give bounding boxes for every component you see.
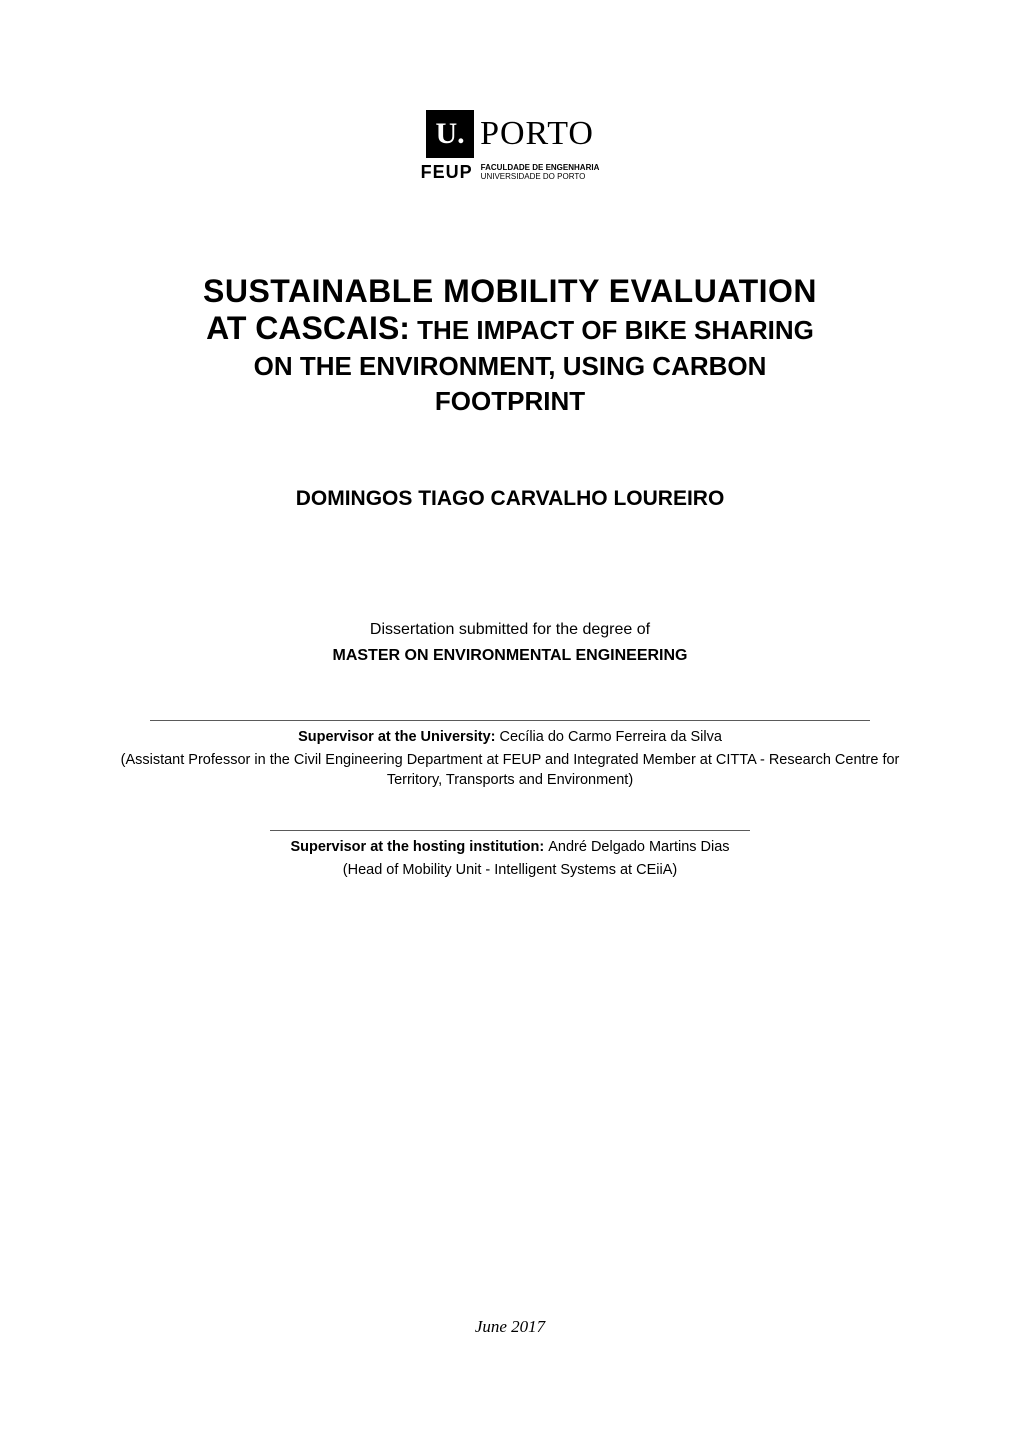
supervisor-host-name: André Delgado Martins Dias [548,839,729,855]
degree-intro: Dissertation submitted for the degree of [110,621,910,639]
divider-long [150,720,870,721]
supervisor-university-block: Supervisor at the University: Cecília do… [110,729,910,790]
title-line-3: ON THE ENVIRONMENT, USING CARBON [110,351,910,382]
supervisor-host-label: Supervisor at the hosting institution: [290,839,548,855]
supervisor-university-name: Cecília do Carmo Ferreira da Silva [500,729,722,745]
title-line-1: SUSTAINABLE MOBILITY EVALUATION [110,273,910,310]
logo-subtext: FEUP FACULDADE DE ENGENHARIA UNIVERSIDAD… [110,162,910,183]
dissertation-title: SUSTAINABLE MOBILITY EVALUATION AT CASCA… [110,273,910,417]
divider-short [270,830,750,831]
title-line-4: FOOTPRINT [110,386,910,417]
supervisor-host-affiliation: (Head of Mobility Unit - Intelligent Sys… [110,861,910,881]
supervisor-university-line: Supervisor at the University: Cecília do… [110,729,910,745]
title-line-2-big: AT CASCAIS: [206,310,410,346]
supervisor-university-label: Supervisor at the University: [298,729,499,745]
degree-name: MASTER ON ENVIRONMENTAL ENGINEERING [110,647,910,665]
logo-wordmark: PORTO [480,115,594,153]
institution-logo: U. PORTO FEUP FACULDADE DE ENGENHARIA UN… [110,110,910,183]
logo-row: U. PORTO [426,110,594,158]
author-name: DOMINGOS TIAGO CARVALHO LOUREIRO [110,487,910,511]
title-line-2: AT CASCAIS: THE IMPACT OF BIKE SHARING [110,310,910,347]
supervisor-host-block: Supervisor at the hosting institution: A… [110,839,910,881]
logo-mark: U. [426,110,474,158]
faculty-line2: UNIVERSIDADE DO PORTO [481,173,600,182]
title-line-2-small: THE IMPACT OF BIKE SHARING [410,315,814,345]
publication-date: June 2017 [0,1317,1020,1337]
supervisor-host-line: Supervisor at the hosting institution: A… [110,839,910,855]
faculty-acronym: FEUP [421,162,473,183]
title-page: U. PORTO FEUP FACULDADE DE ENGENHARIA UN… [0,0,1020,1442]
degree-block: Dissertation submitted for the degree of… [110,621,910,665]
faculty-fullname: FACULDADE DE ENGENHARIA UNIVERSIDADE DO … [481,164,600,182]
supervisor-university-affiliation: (Assistant Professor in the Civil Engine… [110,751,910,790]
